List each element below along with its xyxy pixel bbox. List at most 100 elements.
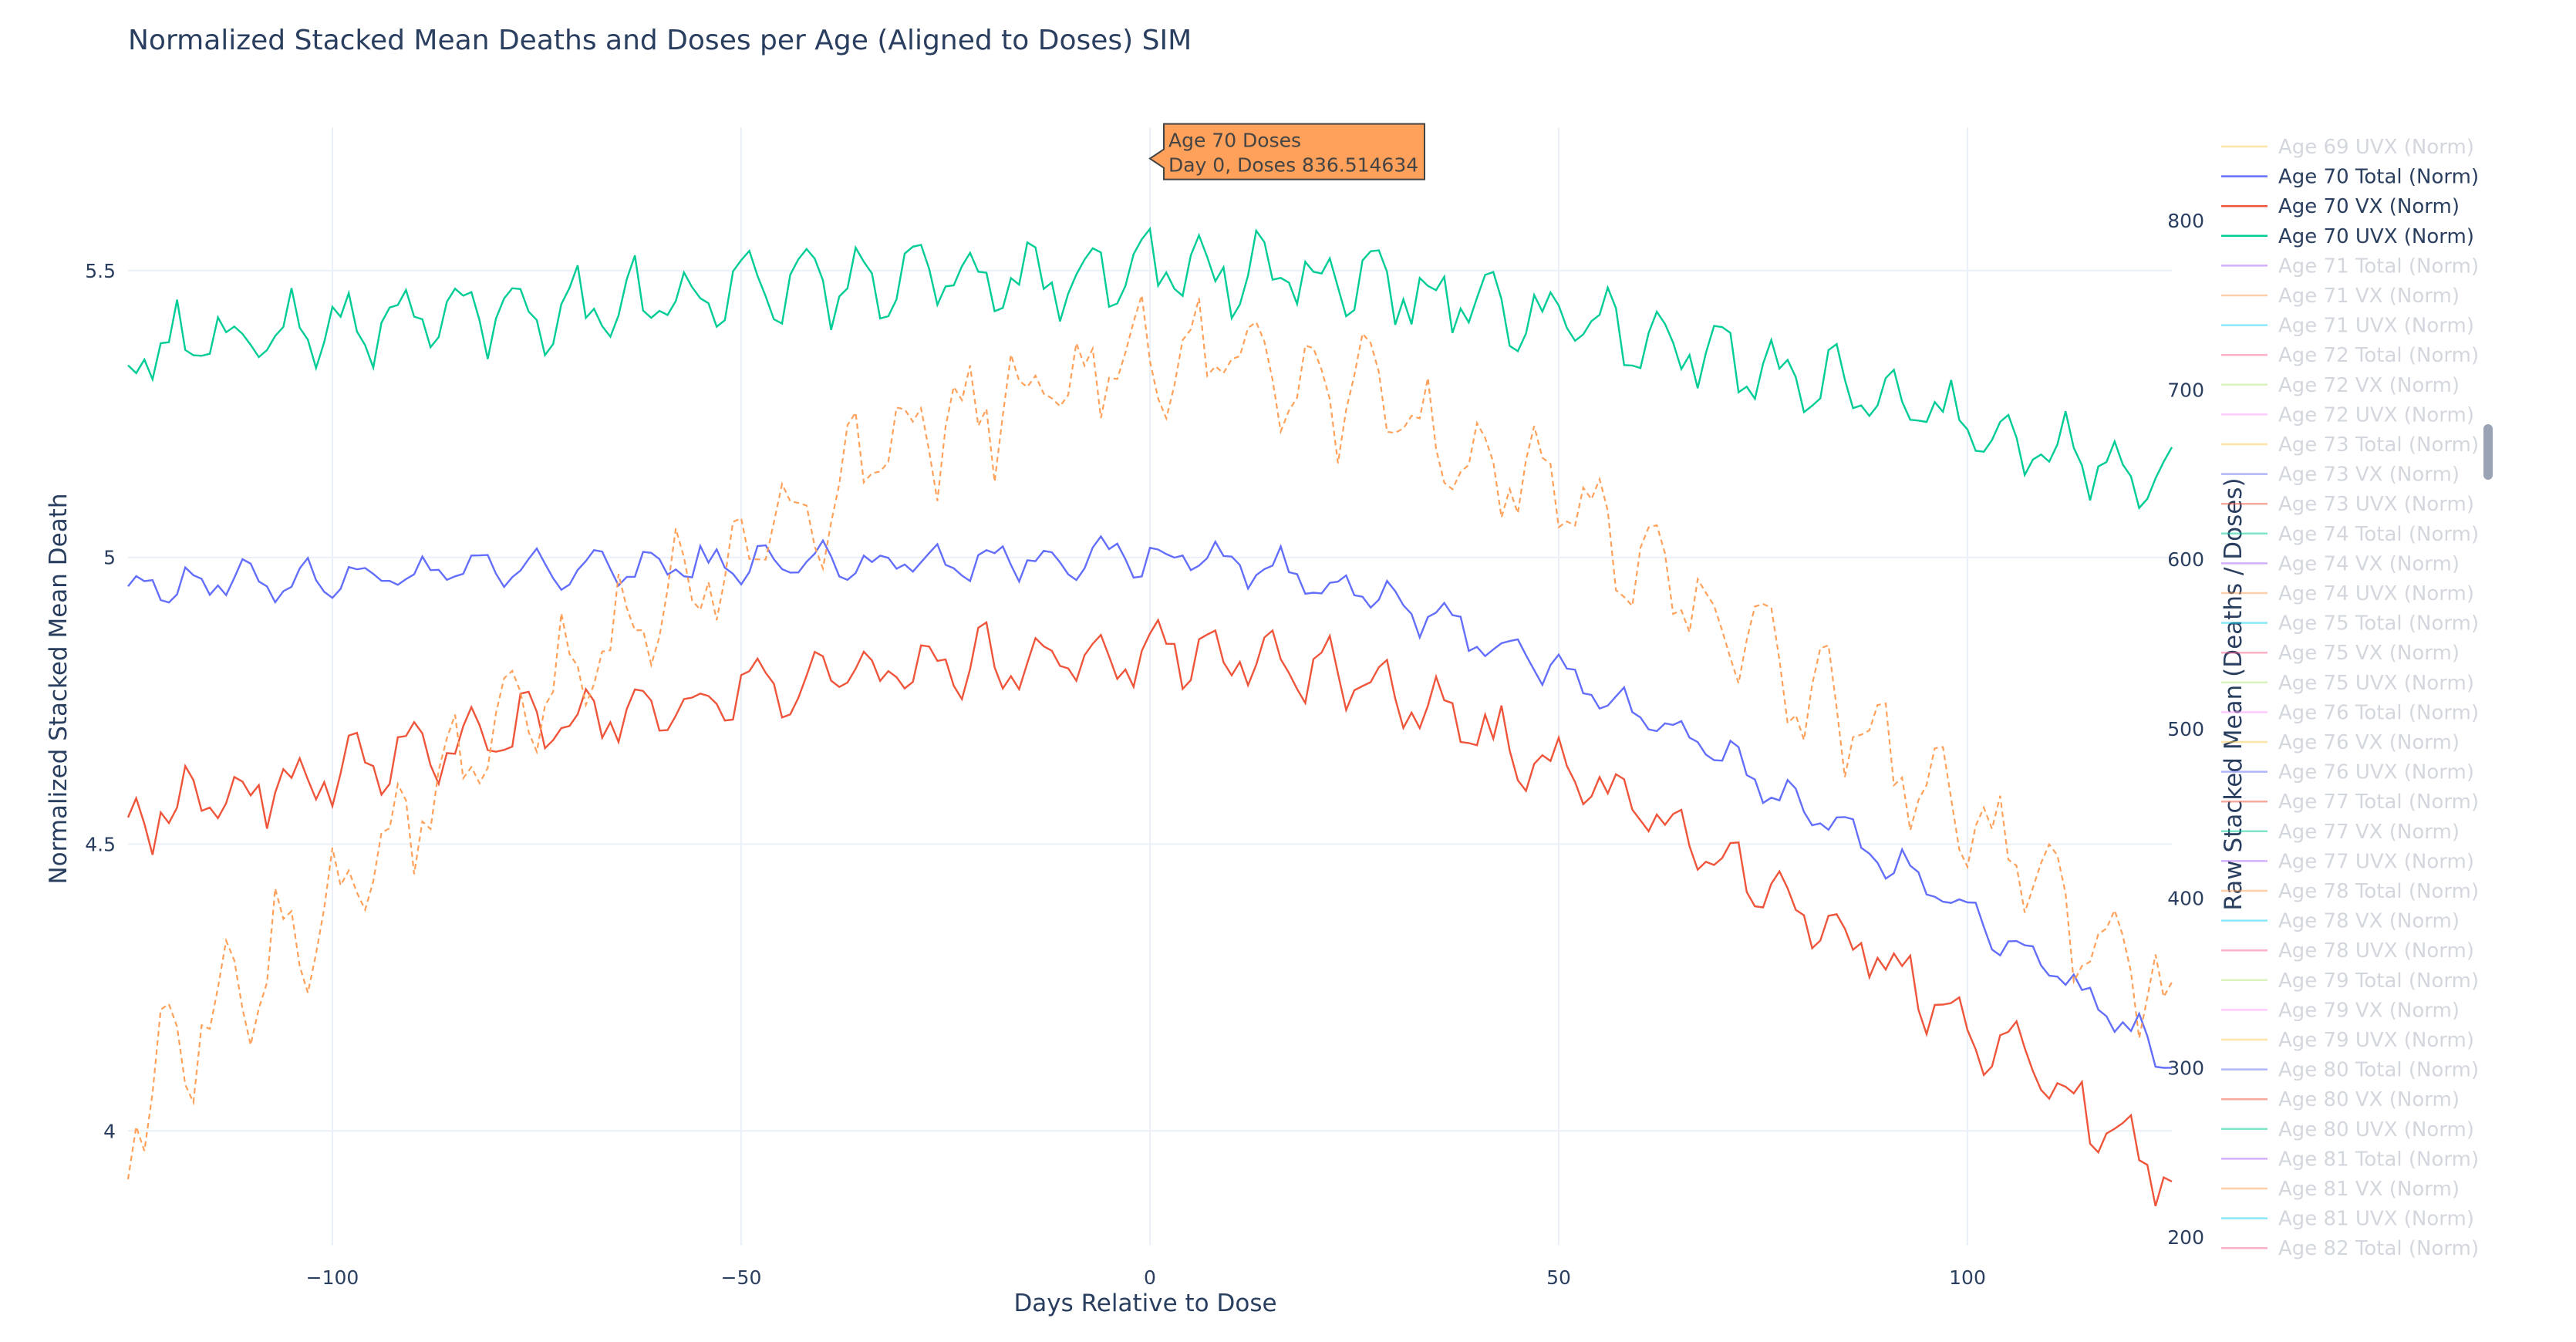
legend-item[interactable]: Age 75 Total (Norm) bbox=[2221, 612, 2479, 636]
legend-scrollbar[interactable] bbox=[2483, 424, 2493, 480]
legend-item[interactable]: Age 76 VX (Norm) bbox=[2221, 731, 2460, 754]
x-axis: −100 −50 0 50 100 bbox=[306, 1266, 1986, 1289]
legend-item[interactable]: Age 72 UVX (Norm) bbox=[2221, 403, 2474, 427]
legend-item[interactable]: Age 71 Total (Norm) bbox=[2221, 255, 2479, 278]
y2-tick-label: 300 bbox=[2167, 1057, 2204, 1079]
legend-label: Age 77 VX (Norm) bbox=[2278, 821, 2460, 844]
legend-label: Age 77 UVX (Norm) bbox=[2278, 850, 2474, 873]
x-tick-label: −50 bbox=[721, 1266, 762, 1289]
y2-tick-label: 600 bbox=[2167, 548, 2204, 571]
y-tick-label: 5.5 bbox=[85, 260, 116, 282]
y-tick-label: 4.5 bbox=[85, 833, 116, 855]
legend-item[interactable]: Age 70 VX (Norm) bbox=[2221, 195, 2460, 218]
grid bbox=[128, 127, 2172, 1246]
legend: Age 69 UVX (Norm) Age 70 Total (Norm) Age … bbox=[2221, 136, 2479, 1260]
legend-label: Age 73 VX (Norm) bbox=[2278, 464, 2460, 487]
legend-item[interactable]: Age 79 Total (Norm) bbox=[2221, 969, 2479, 993]
legend-item[interactable]: Age 71 UVX (Norm) bbox=[2221, 315, 2474, 338]
hover-tooltip-box bbox=[1148, 123, 1425, 180]
legend-label: Age 72 UVX (Norm) bbox=[2278, 403, 2474, 427]
chart-title: Normalized Stacked Mean Deaths and Doses… bbox=[128, 25, 1192, 56]
legend-item[interactable]: Age 70 UVX (Norm) bbox=[2221, 225, 2474, 248]
legend-label: Age 74 VX (Norm) bbox=[2278, 552, 2460, 575]
legend-item[interactable]: Age 74 Total (Norm) bbox=[2221, 523, 2479, 546]
y2-tick-label: 800 bbox=[2167, 210, 2204, 232]
legend-label: Age 70 UVX (Norm) bbox=[2278, 225, 2474, 248]
legend-item[interactable]: Age 78 UVX (Norm) bbox=[2221, 939, 2474, 963]
legend-label: Age 79 Total (Norm) bbox=[2278, 969, 2479, 993]
hover-tooltip-title: Age 70 Doses bbox=[1168, 130, 1301, 152]
y-axis-title: Normalized Stacked Mean Death bbox=[45, 493, 72, 884]
legend-label: Age 73 Total (Norm) bbox=[2278, 433, 2479, 457]
legend-label: Age 74 Total (Norm) bbox=[2278, 523, 2479, 546]
legend-item[interactable]: Age 79 VX (Norm) bbox=[2221, 999, 2460, 1022]
legend-label: Age 77 Total (Norm) bbox=[2278, 791, 2479, 814]
legend-item[interactable]: Age 80 Total (Norm) bbox=[2221, 1059, 2479, 1082]
legend-item[interactable]: Age 78 Total (Norm) bbox=[2221, 880, 2479, 903]
legend-item[interactable]: Age 74 VX (Norm) bbox=[2221, 552, 2460, 575]
series-line-3[interactable] bbox=[126, 295, 2173, 1180]
legend-label: Age 76 Total (Norm) bbox=[2278, 701, 2479, 724]
series-line-1[interactable] bbox=[126, 618, 2173, 1207]
legend-item[interactable]: Age 71 VX (Norm) bbox=[2221, 285, 2460, 308]
legend-label: Age 74 UVX (Norm) bbox=[2278, 582, 2474, 605]
legend-label: Age 72 Total (Norm) bbox=[2278, 344, 2479, 367]
legend-label: Age 81 VX (Norm) bbox=[2278, 1178, 2460, 1201]
plot-area[interactable] bbox=[126, 226, 2173, 1207]
y2-axis: 200 300 400 500 600 700 800 bbox=[2167, 210, 2204, 1249]
legend-label: Age 76 UVX (Norm) bbox=[2278, 761, 2474, 784]
legend-item[interactable]: Age 69 UVX (Norm) bbox=[2221, 136, 2474, 159]
legend-item[interactable]: Age 82 Total (Norm) bbox=[2221, 1237, 2479, 1260]
legend-label: Age 73 UVX (Norm) bbox=[2278, 493, 2474, 516]
legend-item[interactable]: Age 72 VX (Norm) bbox=[2221, 374, 2460, 397]
legend-label: Age 70 VX (Norm) bbox=[2278, 195, 2460, 218]
series-line-2[interactable] bbox=[127, 226, 2173, 511]
legend-item[interactable]: Age 73 UVX (Norm) bbox=[2221, 493, 2474, 516]
y2-tick-label: 400 bbox=[2167, 888, 2204, 910]
legend-label: Age 75 Total (Norm) bbox=[2278, 612, 2479, 636]
legend-label: Age 78 VX (Norm) bbox=[2278, 910, 2460, 933]
y-axis: 4 4.5 5 5.5 bbox=[85, 260, 116, 1142]
series-line-0[interactable] bbox=[127, 534, 2173, 1069]
legend-label: Age 70 Total (Norm) bbox=[2278, 166, 2479, 189]
legend-item[interactable]: Age 73 VX (Norm) bbox=[2221, 464, 2460, 487]
hover-tooltip-detail: Day 0, Doses 836.514634 bbox=[1168, 154, 1418, 177]
legend-item[interactable]: Age 76 Total (Norm) bbox=[2221, 701, 2479, 724]
legend-item[interactable]: Age 81 UVX (Norm) bbox=[2221, 1208, 2474, 1231]
legend-item[interactable]: Age 79 UVX (Norm) bbox=[2221, 1029, 2474, 1052]
legend-label: Age 80 UVX (Norm) bbox=[2278, 1118, 2474, 1141]
x-tick-label: −100 bbox=[306, 1266, 359, 1289]
legend-item[interactable]: Age 80 VX (Norm) bbox=[2221, 1088, 2460, 1111]
legend-label: Age 76 VX (Norm) bbox=[2278, 731, 2460, 754]
legend-label: Age 71 VX (Norm) bbox=[2278, 285, 2460, 308]
legend-item[interactable]: Age 75 UVX (Norm) bbox=[2221, 672, 2474, 695]
legend-item[interactable]: Age 75 VX (Norm) bbox=[2221, 642, 2460, 665]
legend-label: Age 75 UVX (Norm) bbox=[2278, 672, 2474, 695]
y2-tick-label: 200 bbox=[2167, 1226, 2204, 1249]
legend-item[interactable]: Age 74 UVX (Norm) bbox=[2221, 582, 2474, 605]
x-axis-title: Days Relative to Dose bbox=[1013, 1290, 1276, 1317]
legend-item[interactable]: Age 72 Total (Norm) bbox=[2221, 344, 2479, 367]
y2-axis-title: Raw Stacked Mean (Deaths / Doses) bbox=[2220, 477, 2247, 910]
legend-item[interactable]: Age 70 Total (Norm) bbox=[2221, 166, 2479, 189]
legend-label: Age 79 UVX (Norm) bbox=[2278, 1029, 2474, 1052]
legend-item[interactable]: Age 81 Total (Norm) bbox=[2221, 1148, 2479, 1171]
legend-label: Age 69 UVX (Norm) bbox=[2278, 136, 2474, 159]
legend-item[interactable]: Age 78 VX (Norm) bbox=[2221, 910, 2460, 933]
legend-item[interactable]: Age 80 UVX (Norm) bbox=[2221, 1118, 2474, 1141]
legend-label: Age 79 VX (Norm) bbox=[2278, 999, 2460, 1022]
legend-item[interactable]: Age 77 Total (Norm) bbox=[2221, 791, 2479, 814]
legend-item[interactable]: Age 77 VX (Norm) bbox=[2221, 821, 2460, 844]
y-tick-label: 5 bbox=[103, 547, 116, 569]
legend-item[interactable]: Age 73 Total (Norm) bbox=[2221, 433, 2479, 457]
legend-item[interactable]: Age 76 UVX (Norm) bbox=[2221, 761, 2474, 784]
y2-tick-label: 500 bbox=[2167, 718, 2204, 740]
legend-label: Age 82 Total (Norm) bbox=[2278, 1237, 2479, 1260]
legend-item[interactable]: Age 77 UVX (Norm) bbox=[2221, 850, 2474, 873]
y2-tick-label: 700 bbox=[2167, 379, 2204, 402]
legend-label: Age 81 UVX (Norm) bbox=[2278, 1208, 2474, 1231]
legend-label: Age 81 Total (Norm) bbox=[2278, 1148, 2479, 1171]
x-tick-label: 100 bbox=[1949, 1266, 1986, 1289]
legend-item[interactable]: Age 81 VX (Norm) bbox=[2221, 1178, 2460, 1201]
